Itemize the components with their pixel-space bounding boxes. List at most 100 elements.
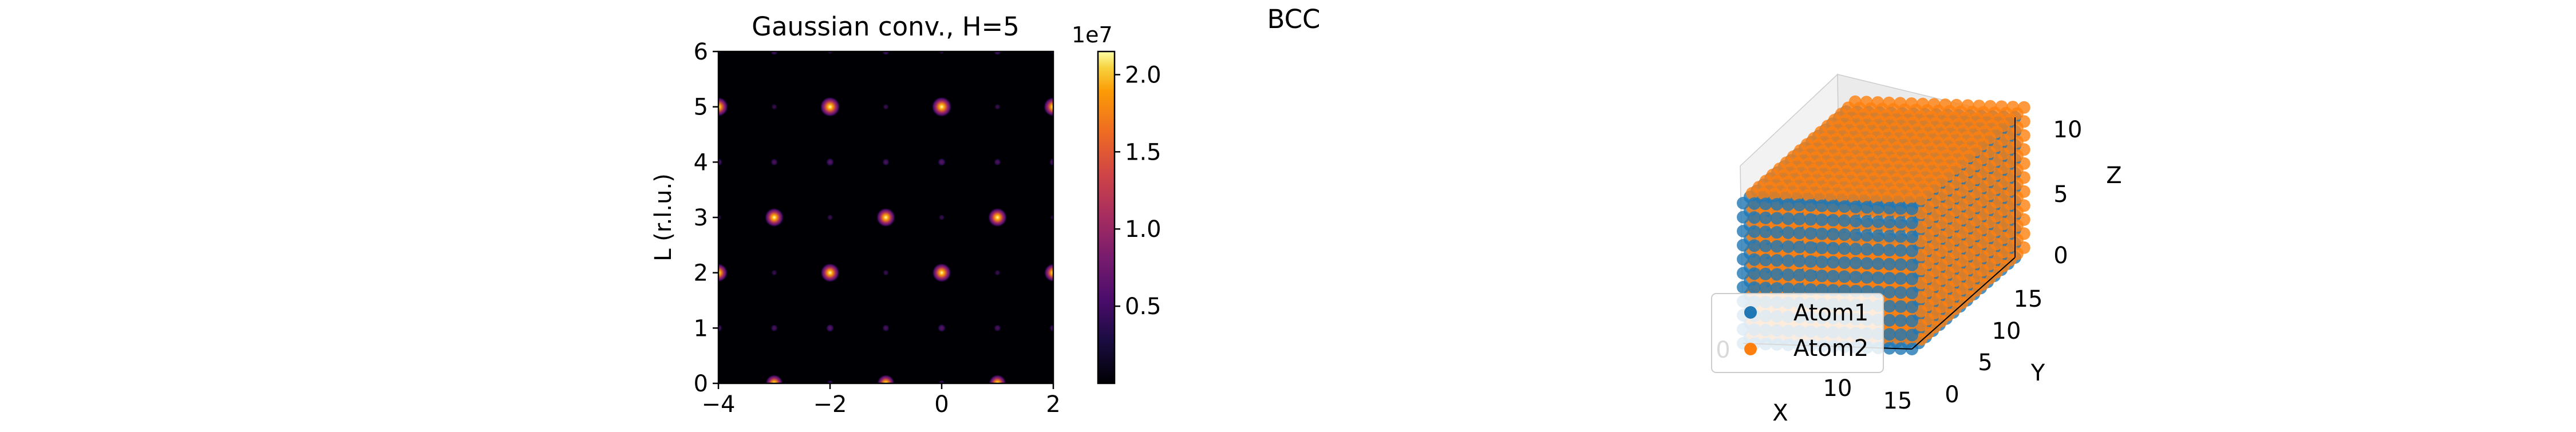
heatmap-peak [931,263,952,283]
atom-point-atom2 [1880,191,1894,204]
heatmap-peak [826,379,834,383]
atom-point-atom1 [1872,271,1884,284]
atom-point-atom1 [1906,244,1918,257]
atom-point-atom1 [1872,201,1884,214]
atom-point-atom1 [1883,244,1896,257]
heatmap-ytick-label: 1 [694,315,708,342]
atom-point-atom2 [1858,191,1871,204]
scatter3d-xtick: 15 [1883,388,1913,414]
atom-point-atom1 [1737,197,1749,209]
heatmap-peak [882,51,890,56]
heatmap-ytick-label: 5 [694,94,708,121]
atom-point-atom1 [1759,253,1772,267]
atom-point-atom1 [1793,199,1806,212]
heatmap-peak [1043,97,1053,117]
atom-point-atom2 [1745,187,1759,200]
atom-point-atom1 [1759,225,1772,239]
heatmap-peak [718,51,722,55]
heatmap-xtick-label: −2 [813,391,847,418]
scatter3d-ylabel: Y [2030,360,2045,386]
atom-point-atom1 [1748,267,1761,280]
heatmap-peak [1049,324,1053,332]
heatmap-ylabel: L (r.l.u.) [650,173,677,261]
atom-point-atom1 [1906,287,1918,299]
scatter3d-ytick: 10 [1992,318,2021,344]
atom-point-atom1 [1883,286,1896,299]
heatmap-peak [827,214,833,221]
atom-point-atom1 [1849,228,1862,241]
atom-point-atom1 [1748,239,1761,252]
atom-point-atom1 [1748,197,1761,210]
atom-point-atom1 [1906,315,1918,327]
colorbar-multiplier: 1e7 [1072,22,1113,47]
atom-point-atom1 [1906,203,1918,215]
heatmap-x-ticks: −4 −2 0 2 [702,383,1061,418]
legend-marker-atom1 [1744,306,1757,319]
atom-point-atom1 [1804,255,1817,268]
atom-point-atom1 [1793,212,1806,225]
heatmap-peak [770,324,779,332]
atom-point-atom1 [1793,227,1806,240]
heatmap-ytick-label: 4 [694,149,708,176]
atom-point-atom1 [1872,257,1884,270]
heatmap-peak [1044,263,1053,283]
atom-point-atom1 [1804,283,1817,296]
scatter3d-ytick: 5 [1978,350,1992,376]
atom-point-atom1 [1883,201,1896,215]
atom-point-atom1 [1804,227,1817,240]
atom-point-atom1 [1815,241,1828,255]
atom-point-atom1 [1883,314,1896,327]
atom-point-atom1 [1860,201,1874,214]
atom-point-atom1 [1827,200,1840,213]
legend-label-atom2: Atom2 [1793,335,1868,362]
heatmap-peak [820,263,840,283]
atom-point-atom2 [1903,192,1917,205]
scatter3d-z-ticks: 0 5 10 [2053,117,2083,269]
atom-point-atom1 [1748,225,1761,238]
heatmap-peak [931,96,952,117]
scatter3d-panel: 0 10 15 X 0 5 10 15 Y 0 5 10 Z Atom1 Ato… [1711,73,2122,426]
atom-point-atom1 [1872,215,1884,228]
atom-point-atom1 [1883,328,1896,341]
colorbar-ticks: 0.5 1.0 1.5 2.0 [1115,62,1161,320]
heatmap-peak [987,207,1008,228]
heatmap-ytick-label: 6 [694,39,708,65]
atom-point-atom2 [1847,190,1860,203]
atom-point-atom1 [1748,211,1761,224]
colorbar-frame [1097,50,1116,385]
atom-point-atom1 [1771,240,1783,253]
heatmap-peak [937,157,946,167]
atom-point-atom1 [1827,213,1840,227]
colorbar-tick-label: 1.0 [1125,216,1161,243]
atom-point-atom1 [1781,212,1795,225]
atom-point-atom1 [1860,243,1874,256]
atom-point-atom1 [1894,328,1907,341]
atom-point-atom1 [1781,254,1795,267]
heatmap-xtick-label: −4 [702,391,736,418]
scatter3d-ytick: 0 [1945,382,1959,408]
heatmap-peak [770,51,779,56]
atom-point-atom1 [1838,214,1851,227]
atom-point-atom1 [1748,281,1761,294]
scatter3d-legend: Atom1 Atom2 [1711,293,1884,373]
atom-point-atom1 [1894,272,1907,285]
heatmap-peak [882,324,890,332]
atom-point-atom1 [1838,270,1851,283]
colorbar-tick-label: 2.0 [1125,62,1161,88]
heatmap-peak [771,269,778,276]
atom-point-atom1 [1838,228,1851,241]
heatmap-ytick-label: 0 [694,371,708,397]
atom-point-atom1 [1793,268,1806,282]
atom-point-atom1 [1906,231,1918,243]
atom-point-atom1 [1894,286,1907,299]
atom-point-atom1 [1748,253,1761,266]
heatmap-peak [882,158,890,167]
atom-point-atom1 [1759,211,1772,224]
atom-point-atom1 [1894,244,1907,257]
heatmap-peak [764,207,784,228]
heatmap-peak [718,263,728,283]
atom-point-atom1 [1827,256,1840,269]
atom-point-atom1 [1860,257,1874,270]
atom-point-atom1 [1804,241,1817,254]
